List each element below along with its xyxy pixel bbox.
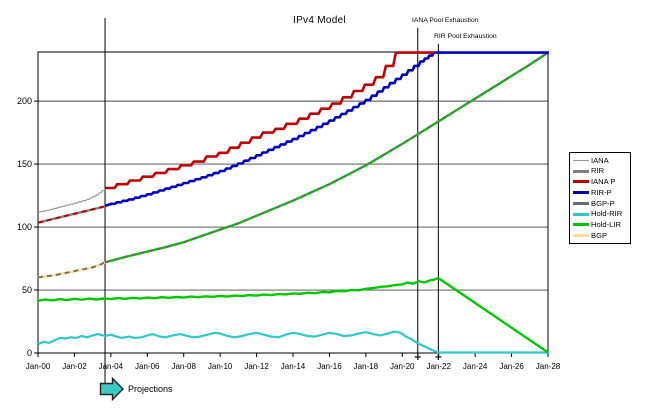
iana-exhaustion-annotation: IANA Pool Exhaustion (412, 17, 479, 24)
legend-item-rir: RIR (573, 166, 628, 176)
legend-label: RIR-P (591, 187, 612, 197)
x-tick-label: Jan-08 (171, 362, 196, 371)
x-tick-label: Jan-26 (499, 362, 524, 371)
series-bgp-p-base (104, 51, 549, 264)
legend-label: BGP (591, 230, 608, 240)
legend-label: Hold-LIR (591, 220, 621, 230)
rir-exhaustion-annotation: RIR Pool Exhaustion (434, 33, 497, 40)
legend-swatch (573, 212, 589, 216)
legend-swatch (573, 191, 589, 195)
legend-item-bgp-p: BGP-P (573, 198, 628, 208)
chart-legend: IANA RIR IANA P RIR-P BGP-P Hold-RIR Hold-LIR B… (569, 152, 631, 244)
legend-label: IANA P (591, 177, 616, 187)
x-tick-label: Jan-22 (426, 362, 451, 371)
x-tick-label: Jan-12 (244, 362, 269, 371)
legend-swatch (573, 234, 589, 238)
y-tick-label: 0 (27, 348, 32, 358)
series-bgp-p (104, 51, 549, 264)
y-tick-label: 100 (17, 222, 32, 232)
legend-swatch (573, 159, 589, 161)
legend-label: RIR (591, 166, 605, 176)
x-tick-label: Jan-00 (26, 362, 51, 371)
x-tick-label: Jan-10 (208, 362, 233, 371)
legend-item-iana: IANA (573, 155, 628, 165)
x-tick-label: Jan-28 (536, 362, 561, 371)
series-hold-lir (37, 276, 549, 354)
legend-label: Hold-RIR (591, 209, 623, 219)
x-tick-label: Jan-24 (463, 362, 488, 371)
series-iana-p (105, 51, 434, 190)
x-tick-label: Jan-06 (135, 362, 160, 371)
legend-item-hold-rir: Hold-RIR (573, 209, 628, 219)
chart-title: IPv4 Model (293, 15, 347, 26)
x-tick-label: Jan-16 (317, 362, 342, 371)
y-tick-label: 150 (17, 159, 32, 169)
series-hold-rir (37, 330, 549, 354)
legend-swatch (573, 169, 589, 173)
series-iana-p-fit (37, 205, 106, 224)
legend-item-rir-p: RIR-P (573, 188, 628, 198)
legend-item-hold-lir: Hold-LIR (573, 220, 628, 230)
x-tick-label: Jan-04 (99, 362, 124, 371)
legend-swatch (573, 201, 589, 205)
y-tick-label: 200 (17, 96, 32, 106)
y-tick-label: 50 (22, 285, 32, 295)
x-tick-label: Jan-18 (354, 362, 379, 371)
legend-swatch (573, 223, 589, 227)
x-tick-label: Jan-20 (390, 362, 415, 371)
x-tick-label: Jan-02 (62, 362, 87, 371)
projections-label: Projections (128, 384, 173, 394)
legend-item-bgp: BGP (573, 231, 628, 241)
x-tick-label: Jan-14 (281, 362, 306, 371)
series-bgp (37, 260, 106, 279)
projections-arrow-icon (99, 376, 124, 402)
series-iana (38, 188, 106, 213)
legend-label: BGP-P (591, 198, 615, 208)
legend-item-iana p: IANA P (573, 177, 628, 187)
series-bgp-p-fit (37, 261, 106, 279)
series-rir-p (105, 51, 549, 207)
legend-swatch (573, 180, 589, 184)
legend-label: IANA (591, 155, 609, 165)
